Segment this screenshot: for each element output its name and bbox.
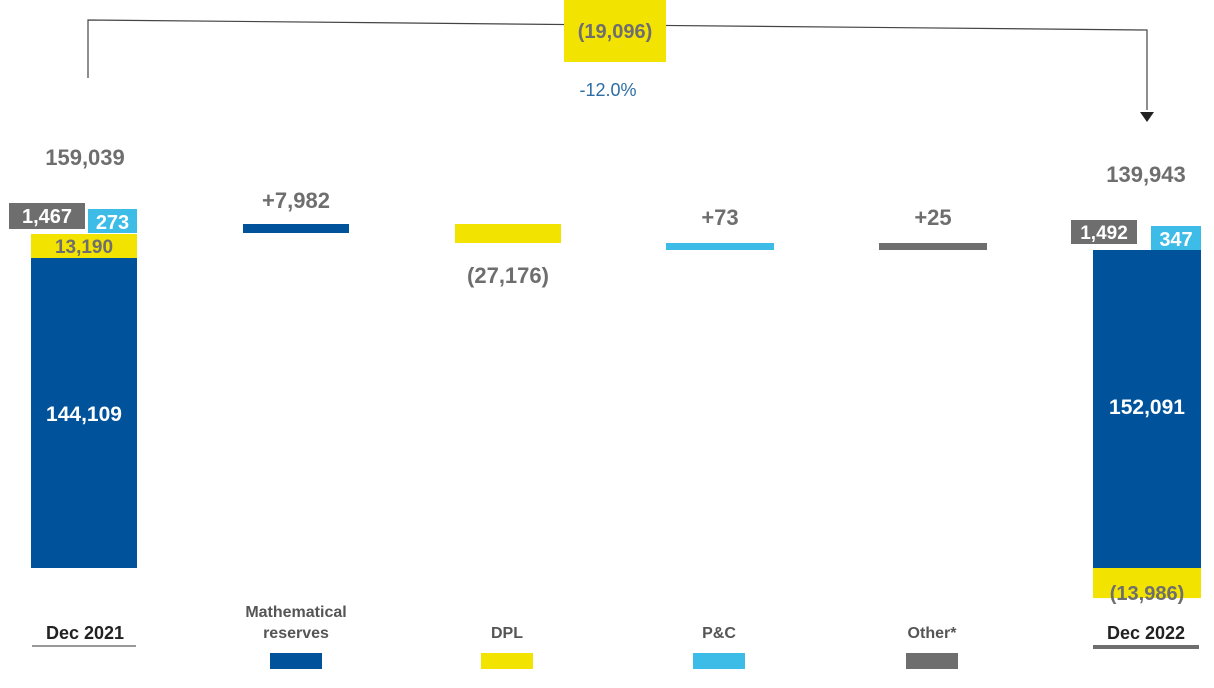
dec2022-dpl-label: (13,986)	[1110, 583, 1185, 605]
legend-label-mathematical-reserves-line2: reserves	[263, 625, 329, 642]
overall-change-box	[564, 0, 666, 62]
legend-swatch-mathematical-reserves	[270, 653, 322, 669]
legend-swatch-other	[906, 653, 958, 669]
dec2021-other-label: 1,467	[22, 206, 72, 228]
change-label-pc: +73	[701, 205, 738, 230]
change-bar-mathematical-reserves	[243, 224, 349, 233]
change-bar-dpl	[455, 224, 561, 243]
dec2021-dpl-bar	[31, 234, 137, 258]
dec2021-dpl-label: 13,190	[55, 237, 113, 258]
change-bar-other	[879, 243, 987, 250]
dec2022-pc-label: 347	[1159, 229, 1192, 251]
dec2022-total-label: 139,943	[1106, 162, 1186, 187]
legend-swatch-dpl	[481, 653, 533, 669]
legend-label-pc: P&C	[702, 625, 736, 642]
change-label-other: +25	[914, 205, 951, 230]
legend-swatch-pc	[693, 653, 745, 669]
overall-change-pct: -12.0%	[579, 80, 636, 100]
change-bar-pc	[666, 243, 774, 250]
dec2021-other-box	[9, 203, 85, 229]
dec2022-mathematical-reserves-label: 152,091	[1109, 396, 1185, 419]
category-underline-dec-2021	[32, 645, 136, 647]
overall-change-label: (19,096)	[578, 21, 653, 43]
dec2021-mathematical-reserves-label: 144,109	[46, 403, 122, 426]
dec2021-total-label: 159,039	[45, 145, 125, 170]
dec2022-other-label: 1,492	[1080, 223, 1128, 244]
overall-change-arrowhead	[1140, 112, 1154, 122]
dec2021-pc-label: 273	[96, 212, 129, 234]
legend-label-dpl: DPL	[491, 625, 523, 642]
change-label-mathematical-reserves: +7,982	[262, 188, 330, 213]
dec2021-mathematical-reserves-bar	[31, 258, 137, 568]
legend-label-other: Other*	[908, 625, 958, 642]
dec2022-other-box	[1071, 220, 1137, 244]
legend-label-mathematical-reserves-line1: Mathematical	[245, 604, 346, 621]
dec2021-pc-box	[88, 209, 137, 233]
category-label-dec-2022: Dec 2022	[1107, 623, 1185, 643]
dec2022-dpl-bar	[1093, 568, 1201, 599]
dec2022-pc-box	[1151, 226, 1201, 250]
category-underline-dec-2022	[1093, 645, 1199, 649]
change-label-dpl: (27,176)	[467, 263, 549, 288]
category-label-dec-2021: Dec 2021	[46, 623, 124, 643]
dec2022-mathematical-reserves-bar	[1093, 250, 1201, 568]
